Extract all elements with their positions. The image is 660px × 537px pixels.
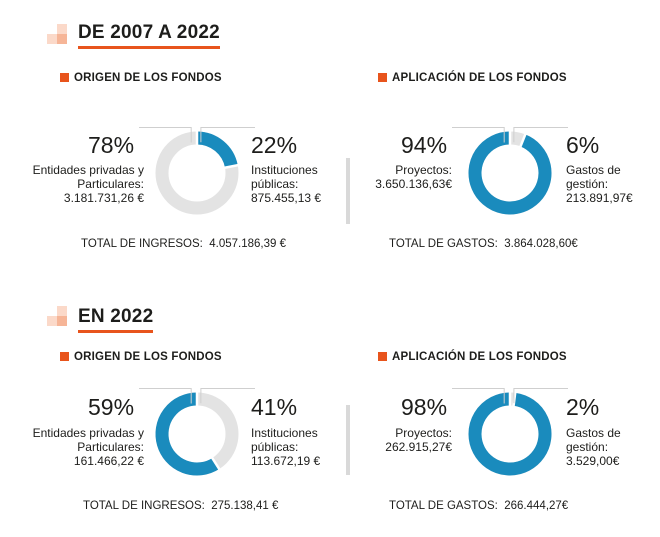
origin-left-label: Entidades privadas y Particulares: 3.181… [32,163,144,205]
application-right-label: Gastos de gestión: 213.891,97€ [566,163,633,205]
leader-line [452,127,505,143]
application-right-percent: 2% [566,394,600,420]
leader-line [513,388,568,404]
leader-line [513,127,568,143]
application-subtitle: APLICACIÓN DE LOS FONDOS [378,351,567,363]
origin-left-percent: 59% [88,394,135,420]
leader-line [200,388,255,404]
application-left-label: Proyectos: 262.915,27€ [385,426,452,454]
donut-slice-proyectos [468,392,552,476]
application-left-label: Proyectos: 3.650.136,63€ [375,163,452,191]
origin-total: TOTAL DE INGRESOS: 4.057.186,39 € [81,238,286,250]
origin-left-label: Entidades privadas y Particulares: 161.4… [32,426,144,468]
origin-left-percent: 78% [88,132,135,158]
application-right-percent: 6% [566,132,600,158]
donut-slice-proyectos [468,131,552,215]
leader-line [452,388,505,404]
leader-line [200,127,255,143]
origin-right-percent: 22% [251,132,298,158]
section-decoration-icon [47,24,69,46]
divider-bar [346,158,350,224]
section-title: DE 2007 A 2022 [78,22,220,49]
slice-separator [512,391,517,407]
slice-separator [223,163,239,170]
application-total: TOTAL DE GASTOS: 3.864.028,60€ [389,238,578,250]
donut-slice-entidades-privadas-y-particulares [155,392,220,476]
application-right-label: Gastos de gestión: 3.529,00€ [566,426,621,468]
leader-line [139,388,192,404]
origin-right-percent: 41% [251,394,298,420]
origin-total: TOTAL DE INGRESOS: 275.138,41 € [83,500,279,512]
slice-separator [210,456,221,471]
origin-subtitle: ORIGEN DE LOS FONDOS [60,351,222,363]
section-decoration-icon [47,306,69,328]
application-left-percent: 98% [401,394,448,420]
application-total: TOTAL DE GASTOS: 266.444,27€ [389,500,569,512]
donut-slice-instituciones-p-blicas [196,131,238,169]
origin-right-label: Instituciones públicas: 113.672,19 € [251,426,321,468]
application-subtitle: APLICACIÓN DE LOS FONDOS [378,72,567,84]
leader-line [139,127,192,143]
application-left-percent: 94% [401,132,448,158]
origin-subtitle: ORIGEN DE LOS FONDOS [60,72,222,84]
divider-bar [346,405,350,475]
origin-right-label: Instituciones públicas: 875.455,13 € [251,163,322,205]
section-title: EN 2022 [78,306,154,333]
slice-separator [518,133,527,148]
